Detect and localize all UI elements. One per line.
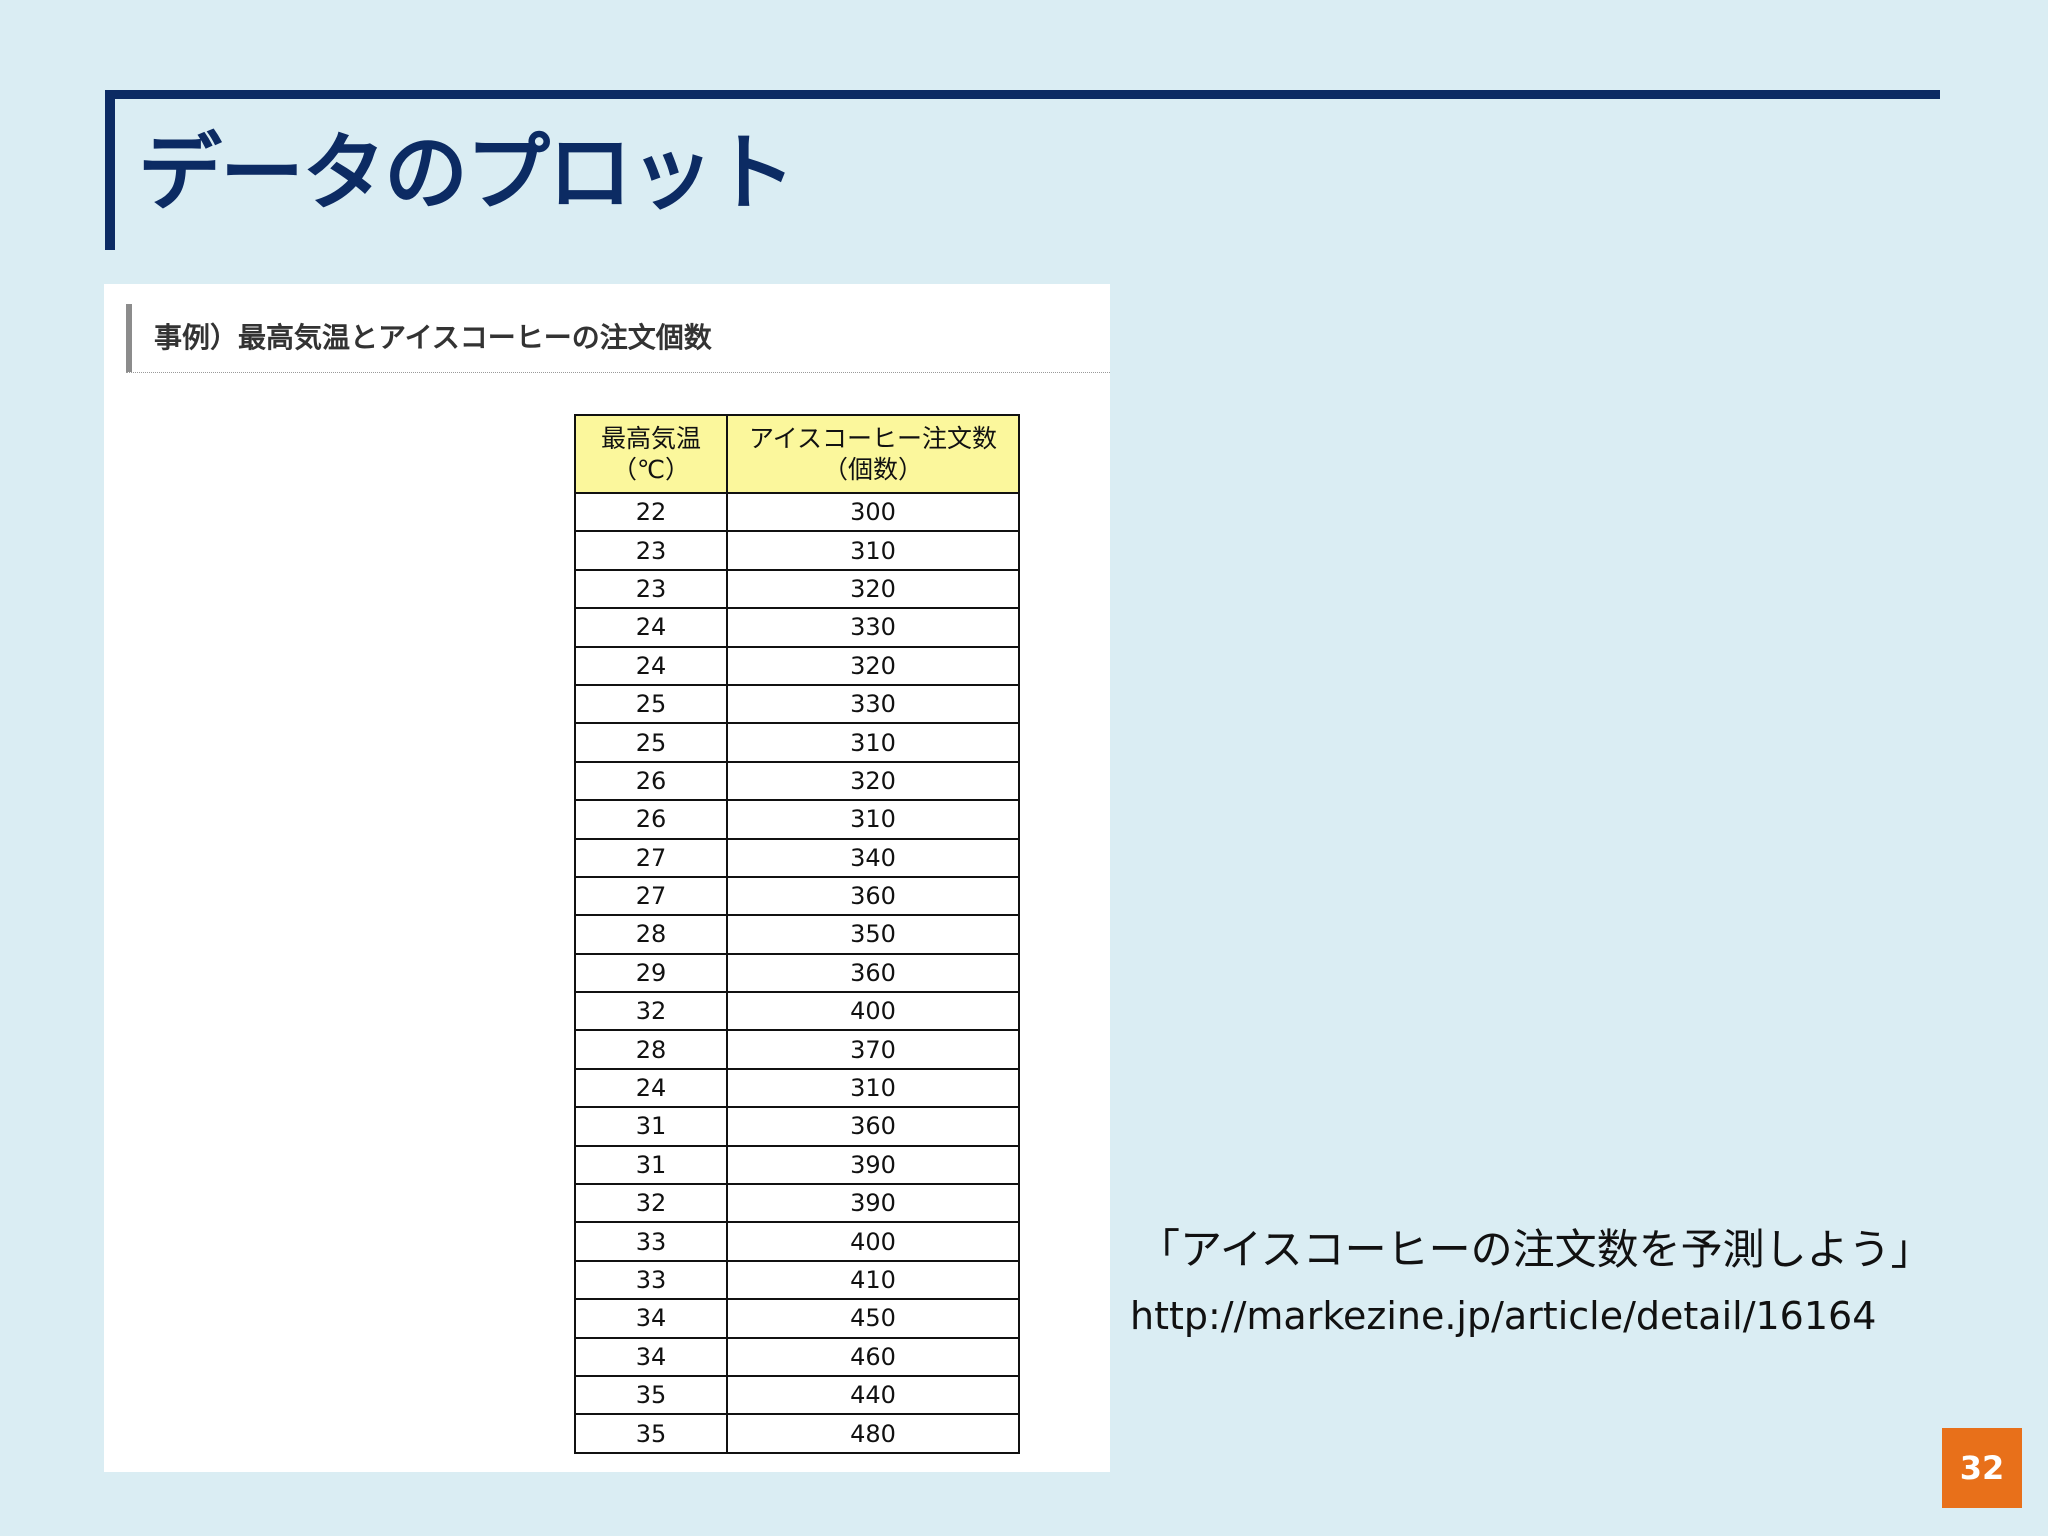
header-orders-unit: （個数） [822, 455, 923, 484]
header-orders: アイスコーヒー注文数 （個数） [726, 414, 1020, 494]
cell-orders: 480 [726, 1413, 1020, 1454]
cell-temperature: 26 [574, 799, 728, 840]
cell-orders: 310 [726, 799, 1020, 840]
cell-orders: 310 [726, 1067, 1020, 1109]
table-row: 28 350 [574, 914, 1020, 955]
cell-orders: 360 [726, 952, 1020, 994]
cell-orders: 310 [726, 722, 1020, 763]
table-row: 24 330 [574, 607, 1020, 648]
table-row: 24 320 [574, 645, 1020, 686]
table-row: 25 310 [574, 722, 1020, 763]
table-row: 27 360 [574, 875, 1020, 917]
cell-orders: 400 [726, 991, 1020, 1032]
cell-temperature: 26 [574, 760, 728, 802]
title-left-rule [105, 90, 115, 250]
table-row: 31 390 [574, 1144, 1020, 1186]
cell-orders: 360 [726, 1106, 1020, 1147]
table-row: 33 410 [574, 1259, 1020, 1301]
cell-temperature: 29 [574, 952, 728, 994]
cell-orders: 360 [726, 875, 1020, 917]
cell-temperature: 32 [574, 1183, 728, 1224]
header-temperature: 最高気温 （℃） [574, 414, 728, 494]
cell-temperature: 31 [574, 1144, 728, 1186]
cell-temperature: 31 [574, 1106, 728, 1147]
cell-temperature: 32 [574, 991, 728, 1032]
caption: 「アイスコーヒーの注文数を予測しよう」 [1138, 1225, 1933, 1274]
cell-temperature: 28 [574, 914, 728, 955]
cell-temperature: 27 [574, 837, 728, 878]
cell-temperature: 35 [574, 1374, 728, 1416]
panel-heading: 事例）最高気温とアイスコーヒーの注文個数 [126, 304, 1110, 373]
cell-orders: 330 [726, 683, 1020, 725]
table-row: 33 400 [574, 1221, 1020, 1262]
table-row: 23 320 [574, 568, 1020, 610]
page-number-badge: 32 [1942, 1428, 2022, 1508]
cell-orders: 370 [726, 1029, 1020, 1070]
table-row: 31 360 [574, 1106, 1020, 1147]
cell-orders: 310 [726, 530, 1020, 571]
table-row: 32 390 [574, 1183, 1020, 1224]
table-row: 22 300 [574, 491, 1020, 533]
table-row: 25 330 [574, 683, 1020, 725]
table-row: 27 340 [574, 837, 1020, 878]
cell-temperature: 24 [574, 645, 728, 686]
cell-orders: 350 [726, 914, 1020, 955]
cell-temperature: 34 [574, 1336, 728, 1377]
table-row: 28 370 [574, 1029, 1020, 1070]
table-body: 22 300 23 310 23 320 24 330 24 320 25 330 25 310 26 320… [574, 491, 1020, 1454]
header-temperature-unit: （℃） [611, 455, 691, 484]
table-row: 26 310 [574, 799, 1020, 840]
cell-temperature: 23 [574, 568, 728, 610]
cell-temperature: 25 [574, 722, 728, 763]
cell-orders: 330 [726, 607, 1020, 648]
cell-orders: 320 [726, 760, 1020, 802]
title-top-rule-tip [1840, 90, 1940, 99]
table-row: 35 480 [574, 1413, 1020, 1454]
table-row: 35 440 [574, 1374, 1020, 1416]
cell-orders: 390 [726, 1183, 1020, 1224]
table-row: 32 400 [574, 991, 1020, 1032]
cell-temperature: 23 [574, 530, 728, 571]
cell-temperature: 33 [574, 1259, 728, 1301]
table-row: 29 360 [574, 952, 1020, 994]
cell-orders: 340 [726, 837, 1020, 878]
cell-temperature: 24 [574, 607, 728, 648]
table-row: 24 310 [574, 1067, 1020, 1109]
cell-orders: 390 [726, 1144, 1020, 1186]
source-url: http://markezine.jp/article/detail/16164 [1130, 1294, 1877, 1338]
title-top-rule [105, 90, 1940, 99]
panel-heading-bar [126, 304, 132, 372]
web-screenshot-panel: 事例）最高気温とアイスコーヒーの注文個数 最高気温 （℃） アイスコーヒー注文数… [104, 284, 1110, 1472]
cell-orders: 400 [726, 1221, 1020, 1262]
header-orders-label: アイスコーヒー注文数 [748, 424, 997, 453]
cell-orders: 440 [726, 1374, 1020, 1416]
table-header-row: 最高気温 （℃） アイスコーヒー注文数 （個数） [574, 414, 1020, 494]
table-row: 23 310 [574, 530, 1020, 571]
cell-orders: 300 [726, 491, 1020, 533]
cell-temperature: 35 [574, 1413, 728, 1454]
slide-title: データのプロット [138, 124, 796, 222]
cell-orders: 320 [726, 568, 1020, 610]
panel-heading-text: 事例）最高気温とアイスコーヒーの注文個数 [154, 321, 712, 354]
header-temperature-label: 最高気温 [600, 424, 701, 453]
cell-orders: 410 [726, 1259, 1020, 1301]
table-row: 34 460 [574, 1336, 1020, 1377]
table-row: 26 320 [574, 760, 1020, 802]
cell-temperature: 25 [574, 683, 728, 725]
cell-temperature: 22 [574, 491, 728, 533]
cell-orders: 320 [726, 645, 1020, 686]
cell-temperature: 33 [574, 1221, 728, 1262]
cell-temperature: 28 [574, 1029, 728, 1070]
cell-orders: 450 [726, 1298, 1020, 1339]
cell-temperature: 27 [574, 875, 728, 917]
data-table: 最高気温 （℃） アイスコーヒー注文数 （個数） 22 300 23 310 23 320… [574, 414, 1020, 1454]
cell-temperature: 24 [574, 1067, 728, 1109]
cell-orders: 460 [726, 1336, 1020, 1377]
table-row: 34 450 [574, 1298, 1020, 1339]
cell-temperature: 34 [574, 1298, 728, 1339]
